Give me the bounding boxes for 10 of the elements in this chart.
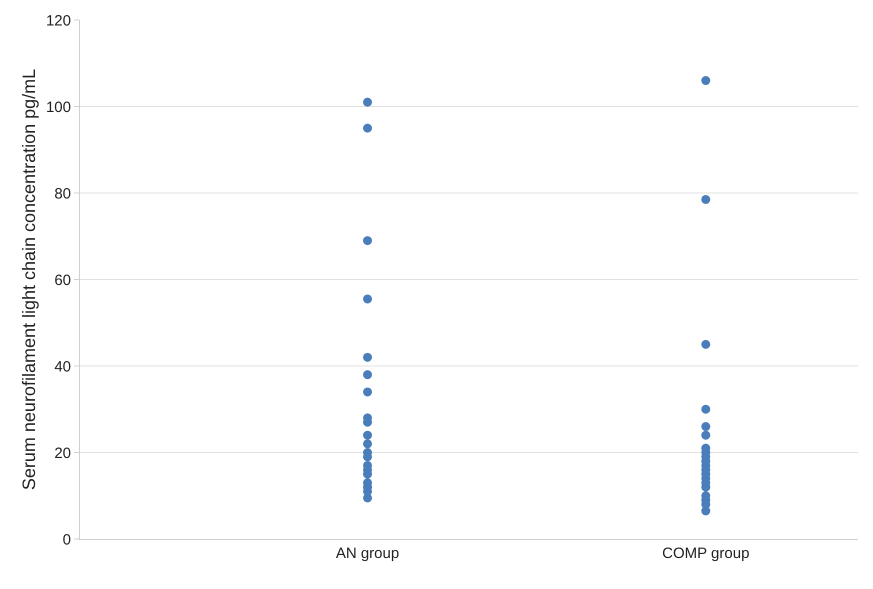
y-tick-label: 120 [46,12,71,30]
x-tick-label: COMP group [662,545,750,562]
y-axis-title: Serum neurofilament light chain concentration pg/mL [19,68,40,490]
y-tick-label: 60 [54,272,71,289]
y-tick-label: 100 [46,98,71,116]
y-tick-label: 40 [54,358,71,376]
y-tick-label: 20 [54,444,71,462]
y-tick-label: 0 [62,531,71,548]
x-tick-label: AN group [336,545,400,562]
y-tick-label: 80 [54,185,71,202]
